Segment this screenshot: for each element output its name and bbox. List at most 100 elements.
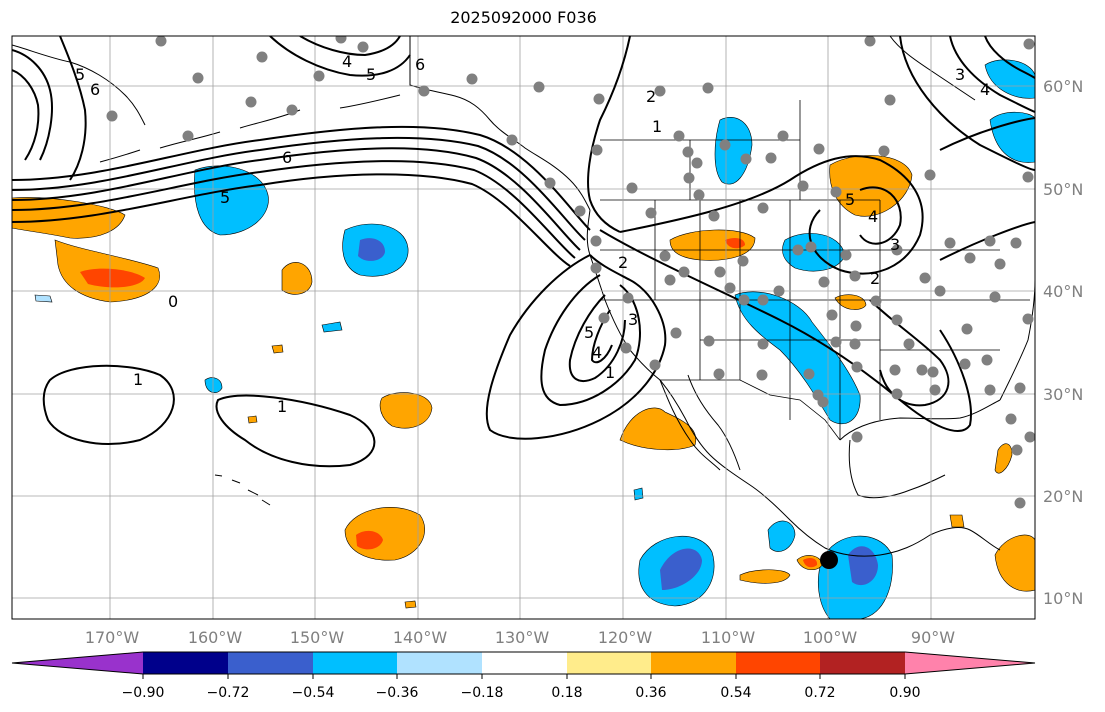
- contour-line: [12, 49, 53, 161]
- contour-label: 1: [277, 397, 287, 416]
- latitude-label: 40°N: [1043, 282, 1083, 301]
- latitude-labels: 60°N 50°N 40°N 30°N 20°N 10°N: [1043, 77, 1083, 608]
- contour-label: 0: [168, 292, 178, 311]
- colorbar-segment: [905, 652, 1035, 674]
- anomaly-negative-area: [984, 59, 1035, 99]
- eastern-us-coastline: [999, 279, 1035, 401]
- contour-line: [949, 36, 1035, 113]
- colorbar-segment: [12, 652, 143, 674]
- contour-line: [12, 136, 586, 241]
- longitude-label: 140°W: [393, 628, 448, 647]
- contour-line: [619, 155, 924, 275]
- colorbar-segment: [482, 652, 567, 674]
- contour-line: [540, 274, 641, 407]
- contour-label: 5: [845, 190, 855, 209]
- gridlines: [12, 36, 1035, 619]
- alaska-coastline: [409, 36, 591, 211]
- colorbar-tick-label: 0.18: [551, 685, 582, 701]
- contour-label: 2: [870, 269, 880, 288]
- contour-line: [59, 36, 87, 181]
- map-frame: [11, 35, 1036, 620]
- longitude-label: 150°W: [290, 628, 345, 647]
- anomaly-negative-area: [782, 233, 846, 272]
- colorbar-tick-label: 0.72: [804, 685, 835, 701]
- contour-label: 1: [652, 117, 662, 136]
- longitude-label: 100°W: [803, 628, 858, 647]
- colorbar-segment: [736, 652, 820, 674]
- contour-label: 6: [282, 148, 292, 167]
- colorbar-tick-label: −0.18: [461, 685, 504, 701]
- colorbar-segment: [313, 652, 397, 674]
- baja-california-coastline: [659, 374, 741, 471]
- contour-label: 3: [890, 235, 900, 254]
- anomaly-strong-area: [80, 268, 145, 288]
- longitude-label: 120°W: [598, 628, 653, 647]
- contour-label: 4: [342, 52, 352, 71]
- anomaly-negative-area: [989, 111, 1035, 163]
- colorbar-tick-label: −0.90: [122, 685, 165, 701]
- anomaly-negative-area: [34, 294, 53, 303]
- anomaly-negative-area: [204, 377, 223, 393]
- anomaly-positive-area: [739, 569, 791, 584]
- latitude-label: 50°N: [1043, 180, 1083, 199]
- highlight-marker: [820, 551, 838, 569]
- contour-line: [299, 36, 401, 57]
- contour-line: [12, 160, 576, 259]
- anomaly-negative-area: [714, 116, 753, 185]
- shaded-anomaly-areas: [12, 59, 1035, 619]
- anomaly-strong-area: [803, 557, 818, 568]
- colorbar-segment: [820, 652, 905, 674]
- russia-coastline: [12, 44, 146, 126]
- north-america-west-coastline: [586, 209, 1001, 557]
- contour-label: 3: [628, 310, 638, 329]
- contour-label: 2: [646, 87, 656, 106]
- contour-line: [899, 36, 1035, 171]
- contour-line: [599, 229, 972, 432]
- anomaly-negative-area: [633, 487, 644, 501]
- hudson-bay-coastline: [889, 36, 976, 101]
- contour-label: 4: [980, 80, 990, 99]
- contour-line: [12, 125, 591, 231]
- anomaly-positive-area: [994, 443, 1013, 474]
- longitude-labels: 170°W 160°W 150°W 140°W 130°W 120°W 110°…: [85, 628, 955, 647]
- contour-label: 2: [618, 253, 628, 272]
- colorbar-segment: [143, 652, 228, 674]
- colorbar-tick-label: −0.54: [292, 685, 335, 701]
- anomaly-positive-area: [994, 534, 1035, 592]
- colorbar-segment: [228, 652, 313, 674]
- contour-label: 1: [605, 363, 615, 382]
- contour-line: [939, 117, 1035, 261]
- colorbar-segment: [397, 652, 482, 674]
- contour-line: [590, 309, 613, 364]
- colorbar-tick-label: 0.36: [635, 685, 666, 701]
- colorbar-segment: [567, 652, 651, 674]
- colorbar-tick-label: 0.90: [889, 685, 920, 701]
- longitude-label: 130°W: [495, 628, 550, 647]
- anomaly-negative-area: [321, 321, 343, 333]
- colorbar: −0.90 −0.72 −0.54 −0.36 −0.18 0.18 0.36 …: [11, 651, 1036, 701]
- colorbar-tick-label: 0.54: [720, 685, 751, 701]
- station-markers: [106, 36, 1035, 509]
- anomaly-positive-area: [834, 294, 867, 310]
- colorbar-tick-label: −0.72: [207, 685, 250, 701]
- contour-line: [587, 36, 631, 233]
- contour-label: 4: [592, 343, 602, 362]
- anomaly-positive-area: [404, 600, 417, 609]
- contour-label: 6: [90, 80, 100, 99]
- contour-label: 5: [584, 323, 594, 342]
- contour-line: [215, 394, 376, 468]
- anomaly-positive-area: [379, 392, 433, 429]
- contour-line: [12, 69, 40, 161]
- anomaly-strong-area: [356, 530, 383, 550]
- contour-line: [269, 36, 411, 77]
- colorbar-tick-label: −0.36: [376, 685, 419, 701]
- anomaly-negative-area: [767, 520, 796, 552]
- contour-line: [12, 147, 581, 251]
- contour-label: 5: [75, 65, 85, 84]
- map-title: 2025092000 F036: [450, 8, 597, 27]
- contour-label: 4: [868, 207, 878, 226]
- longitude-label: 170°W: [85, 628, 140, 647]
- contour-line: [42, 364, 175, 445]
- contour-line: [859, 186, 902, 245]
- contour-lines: [12, 36, 1035, 468]
